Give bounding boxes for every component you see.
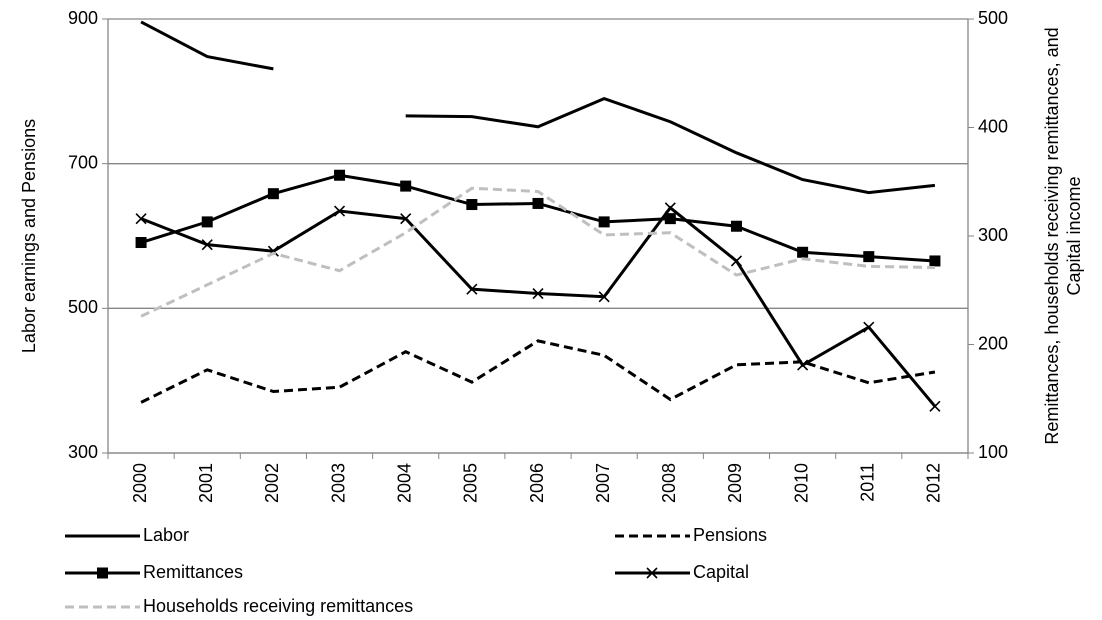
legend-marker (646, 567, 658, 579)
series-marker (400, 213, 412, 225)
x-tick-label: 2010 (791, 463, 811, 503)
x-tick-label: 2006 (527, 463, 547, 503)
series-marker (267, 188, 279, 200)
series-marker (730, 220, 742, 232)
legend-label: Households receiving remittances (143, 596, 413, 616)
y-axis-label: Labor earnings and Pensions (19, 119, 39, 353)
y-tick-label: 300 (68, 442, 98, 462)
legend-label: Labor (143, 525, 189, 545)
series-marker (400, 180, 412, 192)
series-marker (797, 359, 809, 371)
series-line (140, 186, 935, 318)
series-line (140, 20, 936, 195)
y-tick-label: 500 (68, 297, 98, 317)
series-marker (730, 255, 743, 267)
x-tick-label: 2011 (858, 463, 878, 502)
x-tick-label: 2012 (924, 463, 944, 503)
series-marker (929, 400, 941, 412)
series-marker (863, 321, 875, 333)
y2-tick-label: 300 (978, 225, 1008, 245)
series-marker (135, 213, 147, 225)
x-tick-label: 2008 (659, 463, 679, 503)
legend-label: Pensions (693, 525, 767, 545)
series-marker (135, 237, 147, 249)
y-tick-label: 900 (68, 8, 98, 28)
series-marker (598, 291, 610, 303)
series-marker (664, 213, 676, 225)
series-marker (532, 287, 544, 300)
series-line (140, 205, 937, 408)
y-tick-label: 700 (68, 152, 98, 172)
y2-tick-label: 100 (978, 442, 1008, 462)
series-line (140, 173, 936, 263)
series-line (140, 339, 936, 404)
x-tick-label: 2001 (196, 463, 216, 503)
x-tick-label: 2002 (262, 463, 282, 503)
series-marker (863, 251, 875, 263)
series-marker (466, 199, 478, 211)
x-tick-label: 2005 (461, 463, 481, 503)
series-marker (466, 283, 478, 295)
series-marker (201, 216, 213, 228)
x-tick-label: 2007 (593, 463, 613, 503)
legend-marker (97, 567, 108, 579)
x-tick-label: 2009 (725, 463, 745, 503)
series-marker (201, 239, 213, 251)
legend-label: Remittances (143, 562, 243, 582)
series-marker (333, 205, 346, 217)
x-tick-label: 2004 (394, 463, 414, 503)
series-marker (598, 216, 610, 228)
y2-axis-label: Remittances, households receiving remitt… (1042, 27, 1084, 445)
x-tick-label: 2000 (130, 463, 150, 503)
y2-tick-label: 500 (978, 8, 1008, 28)
series-marker (334, 169, 346, 181)
y2-tick-label: 400 (978, 116, 1008, 136)
series-marker (664, 202, 676, 214)
series-marker (797, 246, 809, 258)
x-tick-label: 2003 (328, 463, 348, 503)
series-marker (532, 197, 544, 209)
legend-label: Capital (693, 562, 749, 582)
series-marker (929, 255, 941, 267)
y2-tick-label: 200 (978, 333, 1008, 353)
